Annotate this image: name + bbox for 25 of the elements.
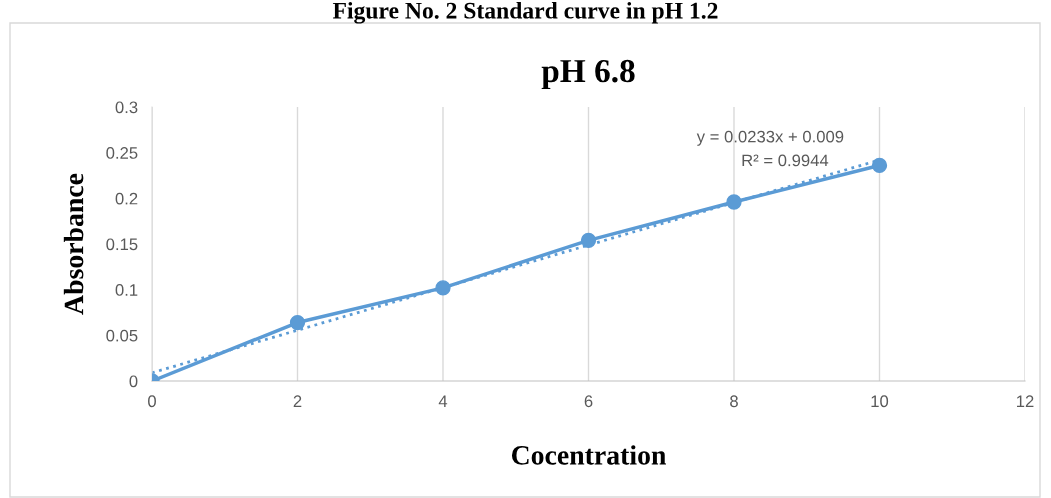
y-axis-title: Absorbance — [63, 173, 84, 315]
annotation: y = 0.0233x + 0.009 — [696, 130, 844, 146]
y-tick-label: 0.25 — [106, 147, 138, 159]
point — [871, 157, 888, 174]
point — [726, 194, 742, 210]
x-tick-label: 2 — [293, 395, 302, 407]
text: Figure No. 2 Standard curve in pH 1.2 — [332, 2, 718, 24]
x-tick-label: 10 — [871, 395, 889, 408]
annotation: R² = 0.9944 — [742, 154, 829, 167]
y-tick-label: 0.1 — [115, 284, 138, 296]
x-tick-label: 6 — [584, 395, 593, 408]
x-tick-label: 8 — [730, 395, 738, 408]
x-tick-label: 12 — [1017, 395, 1034, 407]
y-tick-label: 0.3 — [115, 101, 138, 114]
point — [435, 280, 451, 296]
x-axis-title: Cocentration — [511, 445, 666, 465]
x-tick-label: 4 — [438, 395, 448, 407]
y-tick-label: 0.2 — [115, 192, 138, 205]
chart-title: pH 6.8 — [541, 59, 635, 90]
y-tick-label: 0.15 — [106, 238, 138, 251]
point — [289, 314, 306, 331]
x-tick-label: 0 — [148, 395, 156, 408]
y-tick-label: 0 — [129, 375, 138, 388]
point — [580, 232, 597, 248]
y-tick-label: 0.05 — [106, 329, 138, 342]
